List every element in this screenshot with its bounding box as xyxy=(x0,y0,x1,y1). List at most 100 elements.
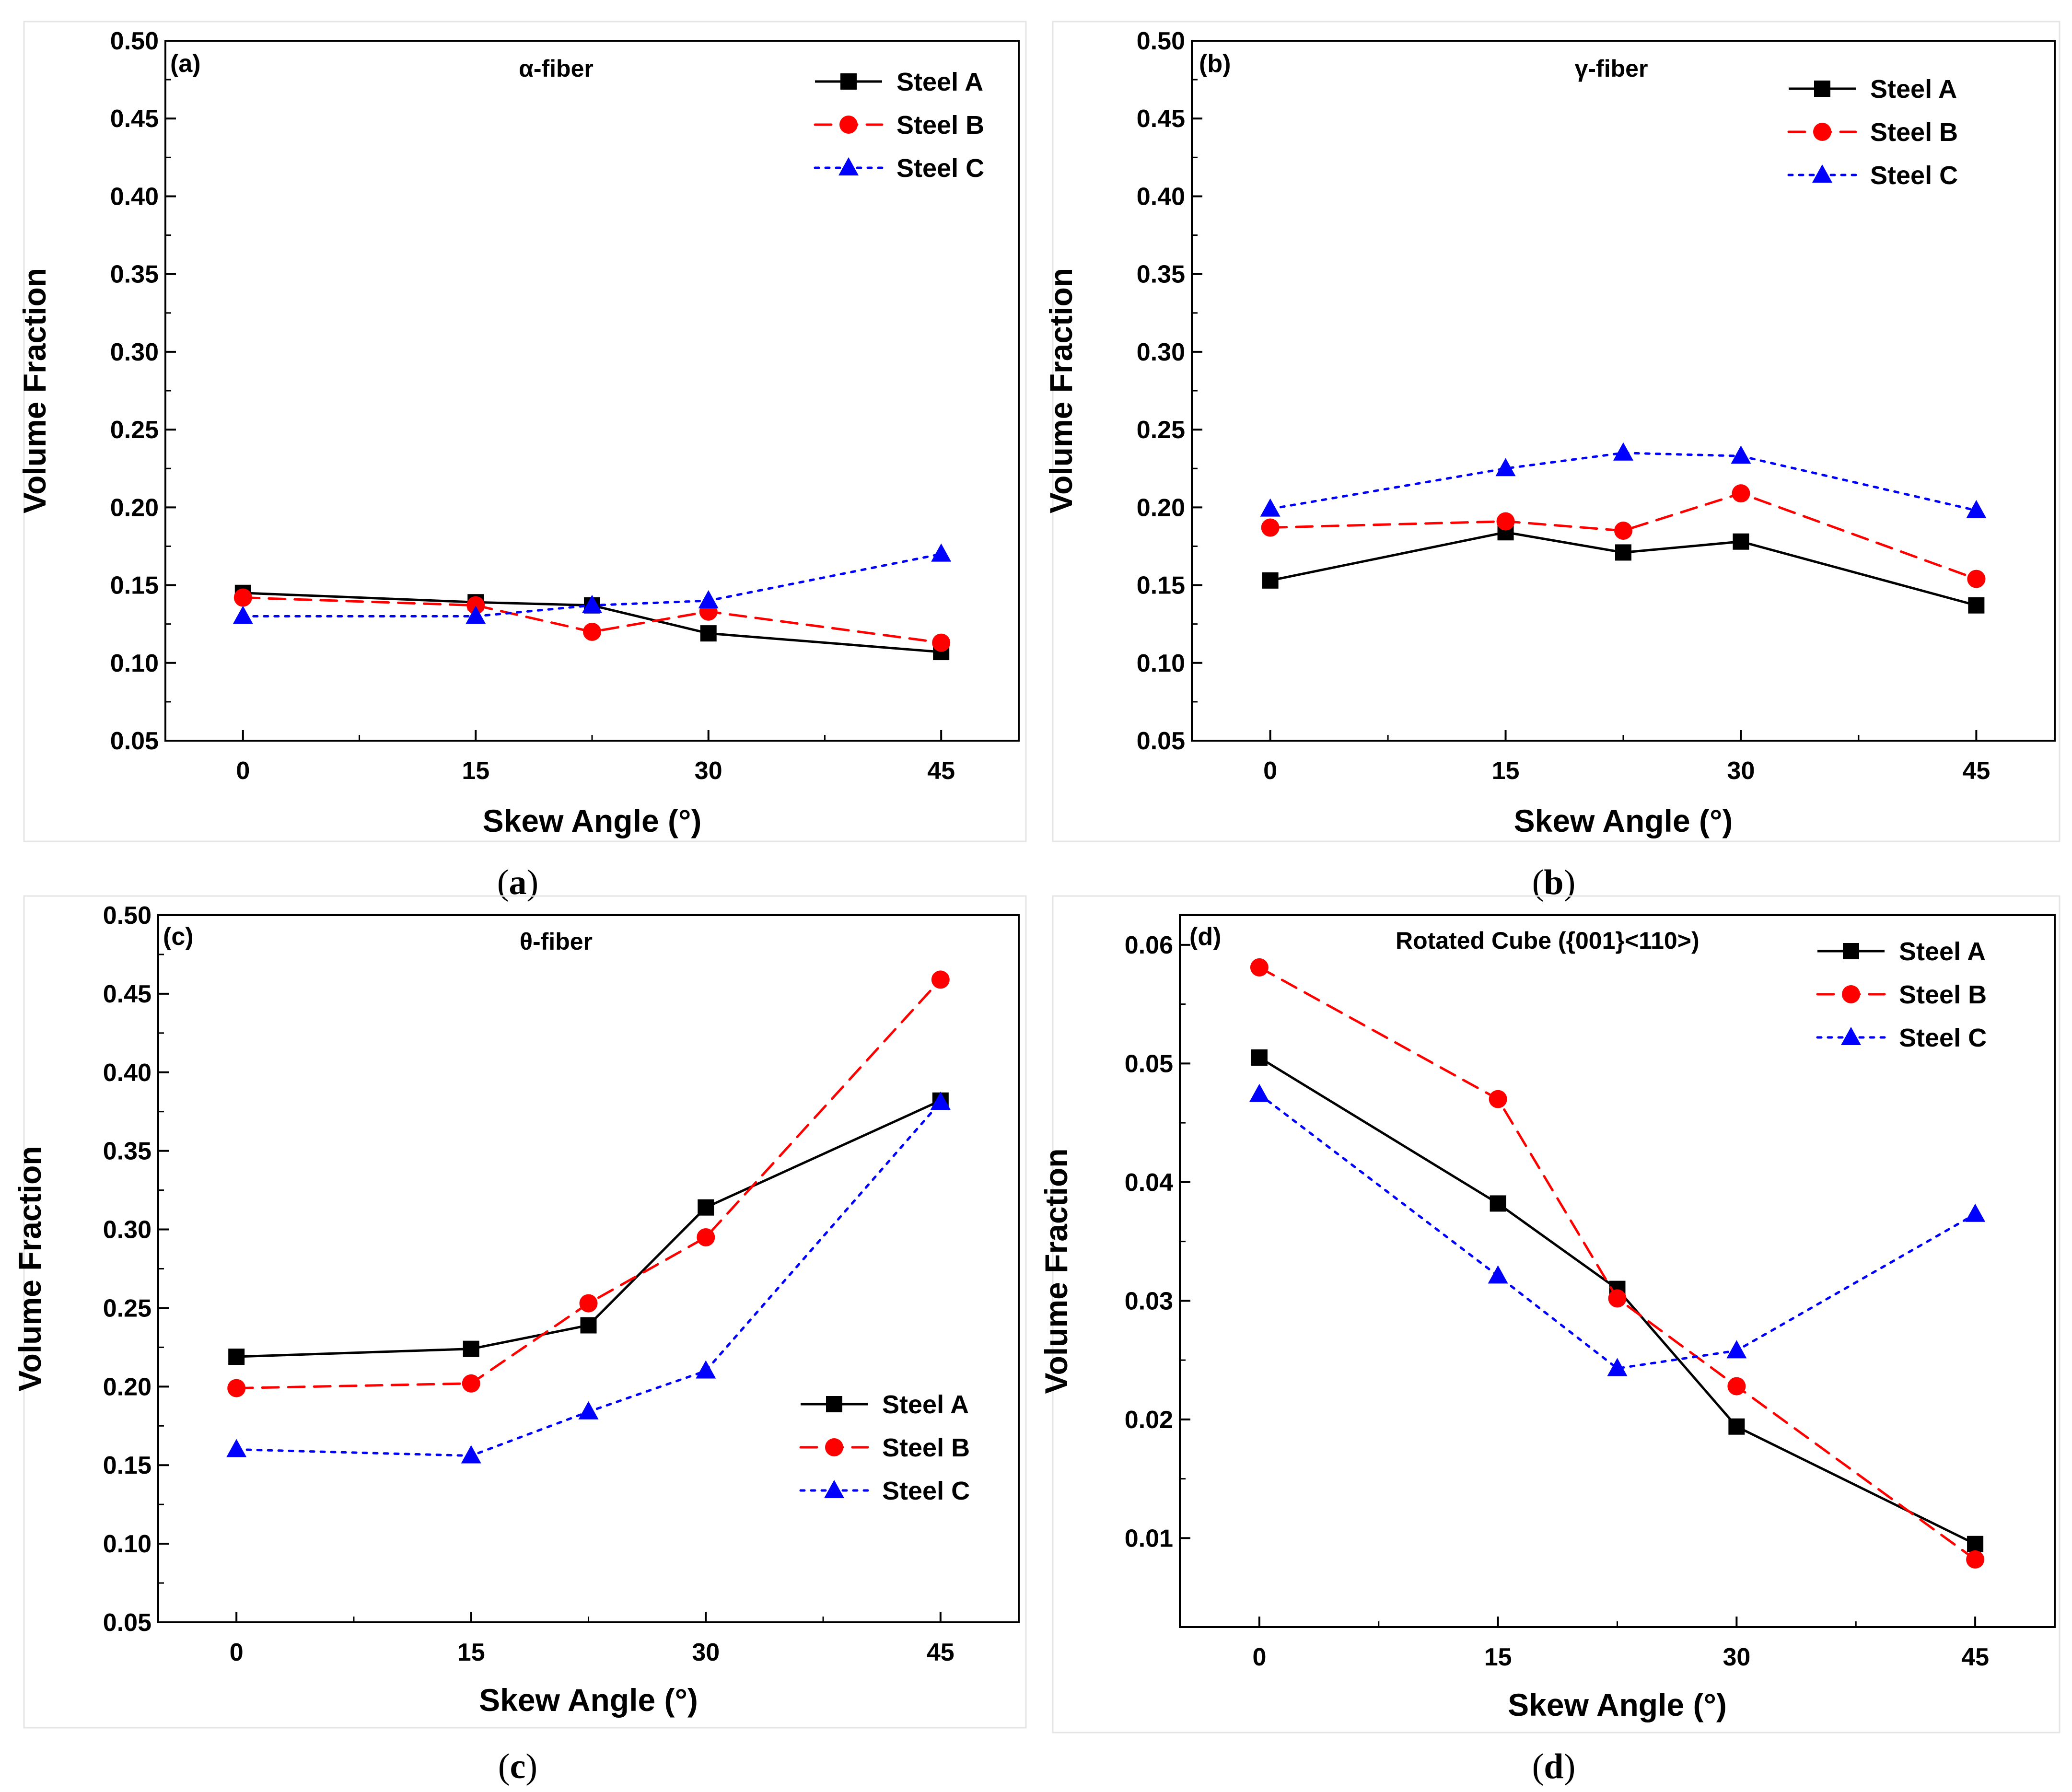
data-point xyxy=(461,1445,481,1464)
x-tick-label: 15 xyxy=(1484,1643,1512,1671)
y-tick-label: 0.35 xyxy=(110,261,159,289)
y-tick-label: 0.45 xyxy=(103,980,151,1008)
x-tick-label: 15 xyxy=(1492,757,1520,785)
y-axis-title: Volume Fraction xyxy=(1038,1148,1074,1394)
y-tick-label: 0.05 xyxy=(1137,727,1185,755)
chart-svg: 0.01 0.02 0.03 0.04 0.05 0.06 0 15 30 45 Skew Angl… xyxy=(1038,895,2060,1786)
data-point xyxy=(1496,512,1515,531)
data-point xyxy=(1613,442,1633,461)
x-tick-label: 45 xyxy=(1962,757,1990,785)
y-tick-label: 0.25 xyxy=(103,1294,151,1322)
legend-label: Steel C xyxy=(896,154,984,183)
y-tick-label: 0.20 xyxy=(103,1373,151,1401)
y-tick-label: 0.02 xyxy=(1125,1406,1173,1434)
data-point xyxy=(1731,445,1751,464)
data-point xyxy=(1726,1340,1747,1359)
data-point xyxy=(1728,1418,1745,1435)
x-tick-label: 30 xyxy=(692,1639,720,1666)
y-tick-label: 0.20 xyxy=(110,494,159,522)
data-point xyxy=(463,1340,479,1357)
chart-svg: 0.05 0.10 0.15 0.20 0.25 0.30 0.35 0.40 0.45 0.50… xyxy=(1043,21,2060,902)
x-axis-title: Skew Angle (°) xyxy=(483,803,702,838)
data-point xyxy=(1615,544,1631,561)
legend-label: Steel A xyxy=(1870,75,1957,104)
chart-svg: 0.05 0.10 0.15 0.20 0.25 0.30 0.35 0.40 0.45 0.50… xyxy=(12,895,1027,1786)
legend-label: Steel B xyxy=(896,111,984,140)
y-tick-label: 0.25 xyxy=(110,416,159,444)
legend-marker xyxy=(824,1480,844,1498)
legend-marker xyxy=(838,157,859,175)
legend-marker xyxy=(826,1396,842,1412)
chart-panel-a: 0.05 0.10 0.15 0.20 0.25 0.30 0.35 0.40 0.45 0.50… xyxy=(0,0,1036,902)
panel-tag: (b) xyxy=(1199,50,1231,78)
series-line-steel-a xyxy=(1270,531,1977,607)
legend-marker xyxy=(1841,1027,1861,1045)
y-tick-label: 0.35 xyxy=(103,1138,151,1165)
data-point xyxy=(931,543,952,562)
y-tick-label: 0.15 xyxy=(103,1452,151,1479)
data-point xyxy=(1608,1289,1627,1308)
y-tick-label: 0.15 xyxy=(110,572,159,600)
legend-label: Steel A xyxy=(896,68,983,96)
legend-marker xyxy=(1813,123,1831,141)
data-point xyxy=(1727,1377,1746,1396)
data-point xyxy=(462,1374,480,1393)
legend-label: Steel C xyxy=(1899,1024,1987,1052)
data-point xyxy=(1260,498,1280,517)
y-tick-label: 0.40 xyxy=(103,1059,151,1087)
data-point xyxy=(698,590,719,608)
x-tick-label: 15 xyxy=(462,757,489,785)
data-point xyxy=(1966,500,1987,518)
data-point xyxy=(583,622,601,641)
y-tick-label: 0.45 xyxy=(1137,105,1185,133)
data-point xyxy=(233,605,253,624)
chart-panel-c: 0.05 0.10 0.15 0.20 0.25 0.30 0.35 0.40 0.45 0.50… xyxy=(0,895,1036,1792)
legend-marker xyxy=(839,116,858,134)
chart-svg: 0.05 0.10 0.15 0.20 0.25 0.30 0.35 0.40 0.45 0.50… xyxy=(17,21,1027,902)
y-tick-label: 0.05 xyxy=(110,727,159,755)
y-tick-label: 0.45 xyxy=(110,105,159,133)
data-point xyxy=(1967,1536,1984,1552)
panel-caption: (d) xyxy=(1532,1747,1575,1786)
panel-caption: (c) xyxy=(498,1747,537,1786)
data-point xyxy=(1489,1090,1507,1108)
data-point xyxy=(582,594,602,613)
data-point xyxy=(1968,597,1985,614)
legend-marker xyxy=(1843,943,1859,959)
y-tick-label: 0.30 xyxy=(1137,338,1185,366)
panel-tag: (d) xyxy=(1189,923,1221,951)
data-point xyxy=(1251,1049,1268,1066)
legend-marker xyxy=(1842,985,1860,1003)
y-tick-label: 0.01 xyxy=(1125,1524,1173,1552)
y-tick-label: 0.20 xyxy=(1137,494,1185,522)
data-point xyxy=(698,1199,714,1216)
data-point xyxy=(1495,458,1516,477)
data-point xyxy=(1967,570,1986,588)
legend-marker xyxy=(825,1438,843,1456)
data-point xyxy=(1732,484,1750,503)
x-tick-label: 45 xyxy=(1961,1643,1989,1671)
y-tick-label: 0.30 xyxy=(110,338,159,366)
y-tick-label: 0.50 xyxy=(110,27,159,55)
legend-label: Steel B xyxy=(882,1433,970,1462)
data-point xyxy=(932,633,951,652)
x-tick-label: 30 xyxy=(695,757,722,785)
x-tick-label: 30 xyxy=(1723,1643,1750,1671)
x-tick-label: 45 xyxy=(927,757,955,785)
data-point xyxy=(228,1349,245,1365)
panel-tag: (a) xyxy=(170,50,201,78)
chart-panel-d: 0.01 0.02 0.03 0.04 0.05 0.06 0 15 30 45 Skew Angl… xyxy=(1036,895,2072,1792)
data-point xyxy=(700,625,717,642)
y-tick-label: 0.15 xyxy=(1137,572,1185,600)
series-line-steel-c xyxy=(1269,452,1978,512)
data-point xyxy=(580,1317,597,1334)
y-tick-label: 0.06 xyxy=(1125,931,1173,959)
data-point xyxy=(1607,1358,1628,1376)
data-point xyxy=(1965,1203,1986,1222)
legend-label: Steel A xyxy=(882,1390,969,1419)
legend-label: Steel C xyxy=(1870,161,1958,190)
figure-frame xyxy=(23,895,1027,1729)
data-point xyxy=(226,1439,247,1457)
data-point xyxy=(930,1092,951,1110)
legend-marker xyxy=(1812,164,1832,183)
